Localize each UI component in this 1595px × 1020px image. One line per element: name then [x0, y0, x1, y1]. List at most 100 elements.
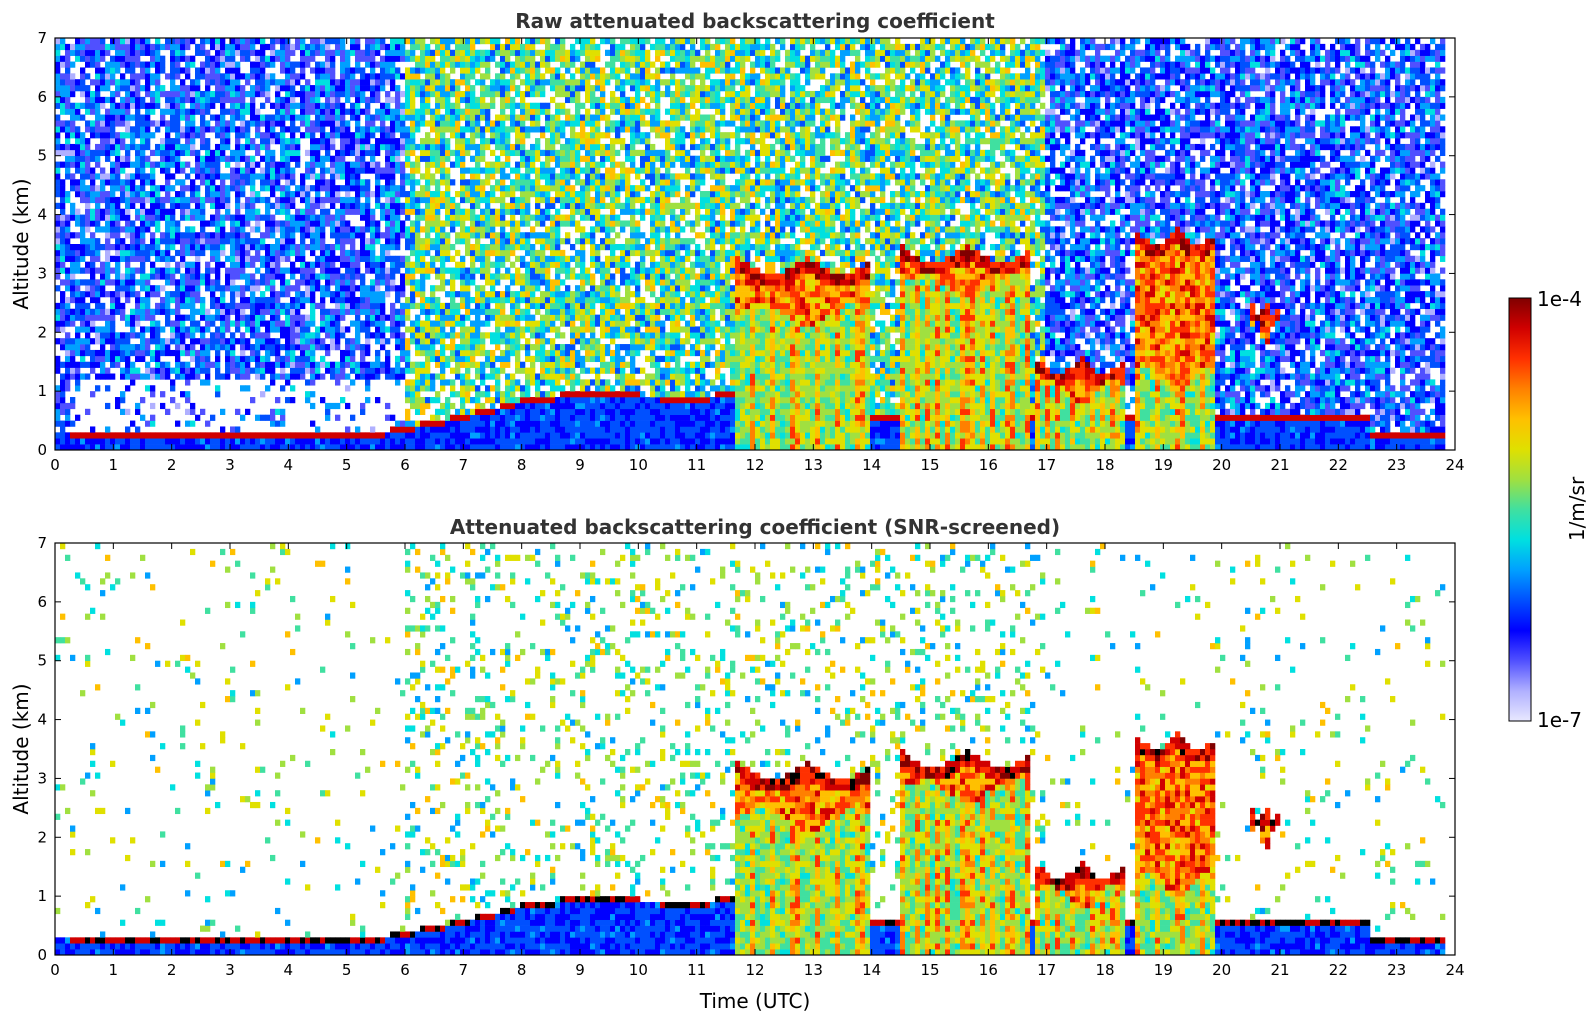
heatmap-cell	[445, 149, 451, 157]
heatmap-cell	[200, 155, 206, 162]
heatmap-cell	[420, 279, 426, 286]
heatmap-cell	[475, 132, 481, 139]
heatmap-cell	[240, 167, 246, 174]
heatmap-cell	[500, 408, 506, 415]
heatmap-cell	[185, 438, 191, 445]
heatmap-cell	[185, 314, 191, 321]
heatmap-cell	[180, 338, 186, 345]
heatmap-cell	[215, 149, 221, 157]
heatmap-cell	[465, 296, 471, 304]
heatmap-cell	[510, 143, 516, 151]
heatmap-cell	[365, 191, 371, 198]
heatmap-cell	[495, 320, 501, 327]
heatmap-cell	[330, 167, 336, 174]
heatmap-cell	[230, 355, 236, 363]
heatmap-cell	[400, 167, 406, 174]
heatmap-cell	[325, 179, 331, 186]
heatmap-cell	[395, 138, 401, 145]
heatmap-cell	[385, 238, 391, 245]
heatmap-cell	[435, 320, 441, 327]
heatmap-cell	[445, 196, 451, 204]
heatmap-cell	[350, 320, 356, 327]
heatmap-cell	[480, 191, 486, 198]
heatmap-cell	[250, 279, 256, 286]
heatmap-cell	[385, 161, 391, 168]
heatmap-cell	[220, 261, 226, 268]
heatmap-cell	[130, 320, 136, 327]
heatmap-cell	[415, 55, 421, 62]
heatmap-cell	[405, 361, 411, 368]
heatmap-cell	[500, 196, 506, 204]
heatmap-cell	[160, 214, 166, 221]
heatmap-cell	[445, 96, 451, 104]
heatmap-cell	[165, 179, 171, 186]
heatmap-cell	[250, 143, 256, 151]
heatmap-cell	[295, 438, 301, 445]
heatmap-cell	[70, 308, 76, 315]
heatmap-cell	[110, 279, 116, 286]
heatmap-cell	[220, 344, 226, 351]
heatmap-cell	[155, 226, 161, 233]
heatmap-cell	[95, 85, 101, 92]
heatmap-cell	[270, 102, 276, 109]
heatmap-cell	[505, 267, 511, 274]
heatmap-cell	[165, 408, 171, 415]
heatmap-cell	[255, 114, 261, 121]
heatmap-cell	[460, 226, 466, 233]
heatmap-cell	[125, 438, 131, 445]
heatmap-cell	[215, 191, 221, 198]
heatmap-cell	[260, 167, 266, 174]
heatmap-cell	[280, 114, 286, 121]
heatmap-cell	[185, 90, 191, 98]
heatmap-cell	[360, 167, 366, 174]
heatmap-cell	[490, 220, 496, 227]
heatmap-cell	[235, 220, 241, 227]
heatmap-cell	[150, 244, 156, 251]
heatmap-cell	[515, 267, 521, 274]
heatmap-cell	[70, 185, 76, 192]
heatmap-cell	[480, 344, 486, 351]
heatmap-cell	[415, 238, 421, 245]
heatmap-cell	[245, 344, 251, 351]
heatmap-cell	[200, 161, 206, 168]
heatmap-cell	[475, 96, 481, 104]
heatmap-cell	[290, 196, 296, 204]
heatmap-cell	[215, 126, 221, 133]
heatmap-cell	[240, 43, 246, 51]
heatmap-cell	[285, 202, 291, 209]
heatmap-cell	[395, 367, 401, 374]
heatmap-cell	[155, 438, 161, 445]
heatmap-cell	[410, 385, 416, 392]
heatmap-cell	[210, 114, 216, 121]
heatmap-cell	[330, 79, 336, 86]
heatmap-cell	[420, 208, 426, 215]
heatmap-cell	[235, 96, 241, 104]
heatmap-cell	[420, 191, 426, 198]
heatmap-cell	[225, 338, 231, 345]
heatmap-cell	[335, 173, 341, 180]
heatmap-cell	[220, 96, 226, 104]
heatmap-cell	[125, 96, 131, 104]
heatmap-cell	[190, 126, 196, 133]
heatmap-cell	[485, 114, 491, 121]
heatmap-cell	[245, 408, 251, 415]
heatmap-cell	[445, 55, 451, 62]
heatmap-cell	[160, 361, 166, 368]
heatmap-cell	[425, 432, 431, 439]
heatmap-cell	[415, 191, 421, 198]
heatmap-cell	[110, 361, 116, 368]
heatmap-cell	[305, 43, 311, 51]
heatmap-cell	[165, 143, 171, 151]
heatmap-cell	[55, 173, 61, 180]
heatmap-cell	[200, 244, 206, 251]
heatmap-cell	[295, 79, 301, 86]
heatmap-cell	[285, 108, 291, 115]
heatmap-cell	[460, 155, 466, 162]
heatmap-cell	[360, 273, 366, 280]
heatmap-cell	[510, 314, 516, 321]
heatmap-cell	[460, 79, 466, 86]
heatmap-cell	[220, 108, 226, 115]
heatmap-cell	[405, 161, 411, 168]
heatmap-cell	[395, 232, 401, 239]
heatmap-cell	[165, 173, 171, 180]
